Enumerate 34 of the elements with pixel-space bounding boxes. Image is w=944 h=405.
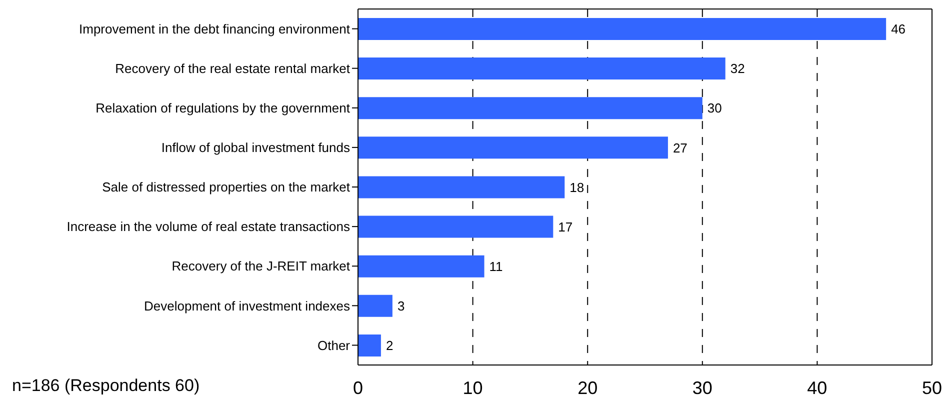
x-tick-label: 30	[692, 378, 712, 398]
x-tick-label: 40	[807, 378, 828, 398]
bar	[358, 294, 392, 317]
data-label: 17	[558, 219, 573, 234]
bar	[358, 255, 484, 278]
bar	[358, 136, 668, 159]
y-tick-label: Other	[317, 338, 351, 353]
y-tick-label: Improvement in the debt financing environment	[79, 21, 350, 36]
bar	[358, 58, 726, 80]
x-tick-label: 20	[578, 378, 598, 398]
y-tick-label: Development of investment indexes	[144, 298, 350, 314]
data-label: 18	[570, 180, 584, 195]
data-label: 30	[707, 100, 722, 116]
data-label: 32	[730, 61, 745, 76]
data-label: 3	[397, 298, 405, 314]
y-tick-label: Sale of distressed properties on the market	[102, 180, 350, 195]
text: n=186 (Respondents 60)	[12, 376, 200, 396]
y-tick-label: Recovery of the J-REIT market	[172, 258, 350, 274]
data-label: 11	[489, 258, 503, 274]
y-tick-label: Increase in the volume of real estate transactions	[66, 219, 350, 234]
bar	[358, 334, 381, 356]
data-label: 2	[386, 338, 394, 354]
data-label: 27	[672, 140, 688, 156]
data-label: 46	[891, 22, 906, 37]
bar	[358, 216, 554, 238]
x-tick-label: 10	[462, 378, 483, 398]
y-tick-label: Inflow of global investment funds	[161, 140, 350, 156]
y-tick-label: Recovery of the real estate rental market	[115, 60, 350, 76]
bar	[358, 176, 565, 198]
x-tick-label: 0	[352, 378, 364, 398]
bar	[358, 97, 702, 120]
y-tick-label: Relaxation of regulations by the government	[96, 100, 350, 116]
bar	[358, 18, 886, 40]
x-tick-label: 50	[922, 378, 942, 398]
